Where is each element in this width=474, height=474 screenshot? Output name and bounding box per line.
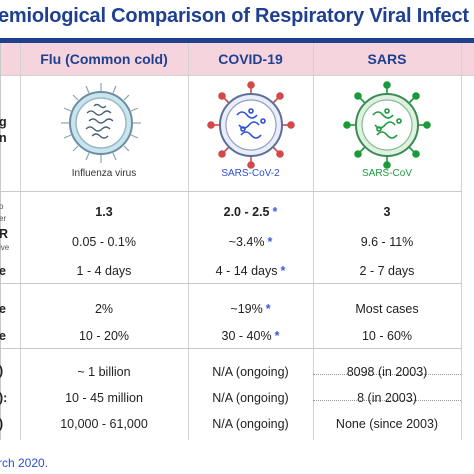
note-star: *	[267, 235, 273, 249]
covid-column	[188, 43, 314, 440]
row-label-fragment: e	[0, 302, 6, 316]
title-underline	[0, 38, 474, 43]
sars-cases-value: 8098 (in 2003)	[346, 365, 428, 379]
row-label-fragment: )	[0, 364, 3, 378]
row-divider	[313, 374, 461, 375]
influenza-virus-label: Influenza virus	[71, 168, 137, 179]
covid-cfr-value: ~3.4% *	[228, 235, 273, 249]
table-header-row	[1, 43, 474, 76]
flu-r0-value: 1.3	[95, 205, 113, 219]
note-star: *	[265, 302, 271, 316]
row-divider	[1, 348, 461, 349]
row-divider	[1, 283, 461, 284]
page-title: emiological Comparison of Respiratory Vi…	[0, 5, 469, 27]
row-label-fragment: g	[0, 115, 7, 129]
row-label-fragment: e	[0, 264, 6, 278]
header-flu: Flu (Common cold)	[40, 51, 168, 67]
covid-hospitalization-value: ~19% *	[230, 302, 271, 316]
sars-hospital-cases-value: 8 (in 2003)	[357, 391, 417, 405]
header-sars: SARS	[367, 51, 407, 67]
sars-hospitalization-value: Most cases	[355, 302, 419, 316]
row-divider	[1, 191, 461, 192]
sars-icu-value: 10 - 60%	[361, 329, 413, 343]
row-label-fragment: er	[0, 214, 7, 223]
covid-deaths-value: N/A (ongoing)	[212, 417, 289, 431]
flu-hospitalization-value: 2%	[94, 302, 114, 316]
header-covid: COVID-19	[218, 51, 283, 67]
covid-hospital-cases-value: N/A (ongoing)	[212, 391, 289, 405]
covid-cases-value: N/A (ongoing)	[212, 365, 289, 379]
sars-cfr-value: 9.6 - 11%	[360, 235, 414, 249]
note-star: *	[272, 205, 278, 219]
flu-incubation-value: 1 - 4 days	[76, 264, 132, 278]
note-star: *	[274, 329, 280, 343]
flu-icu-value: 10 - 20%	[78, 329, 130, 343]
comparison-table: Flu (Common cold) COVID-19 SARS Influenz…	[0, 43, 474, 440]
flu-deaths-value: 10,000 - 61,000	[60, 417, 148, 431]
row-label-fragment: e	[0, 329, 6, 343]
row-label-fragment: R	[0, 227, 9, 241]
row-label-fragment: o	[0, 202, 4, 211]
flu-cfr-value: 0.05 - 0.1%	[72, 235, 136, 249]
row-label-fragment: n	[0, 131, 7, 145]
source-footnote: rch 2020.	[0, 456, 49, 470]
sars-cov-2-virus-icon	[207, 81, 295, 169]
flu-column	[20, 43, 189, 440]
title-bar: emiological Comparison of Respiratory Vi…	[0, 0, 474, 38]
influenza-virus-icon	[61, 83, 141, 163]
sars-deaths-value: None (since 2003)	[335, 417, 439, 431]
covid-incubation-value: 4 - 14 days *	[215, 264, 286, 278]
row-label-fragment: )	[0, 417, 3, 431]
sars-incubation-value: 2 - 7 days	[359, 264, 415, 278]
sars-cov-virus-icon	[343, 81, 431, 169]
row-label-fragment: ive	[0, 243, 10, 252]
sars-cov-label: SARS-CoV	[361, 168, 412, 179]
covid-r0-value: 2.0 - 2.5 *	[223, 205, 278, 219]
flu-cases-value: ~ 1 billion	[77, 365, 131, 379]
sars-column	[313, 43, 462, 440]
row-label-column	[1, 43, 21, 440]
row-divider	[313, 400, 461, 401]
covid-icu-value: 30 - 40% *	[221, 329, 280, 343]
flu-hospital-cases-value: 10 - 45 million	[65, 391, 143, 405]
note-star: *	[280, 264, 286, 278]
row-label-fragment: ):	[0, 391, 8, 405]
sars-cov-2-label: SARS-CoV-2	[221, 168, 280, 179]
sars-r0-value: 3	[383, 205, 391, 219]
